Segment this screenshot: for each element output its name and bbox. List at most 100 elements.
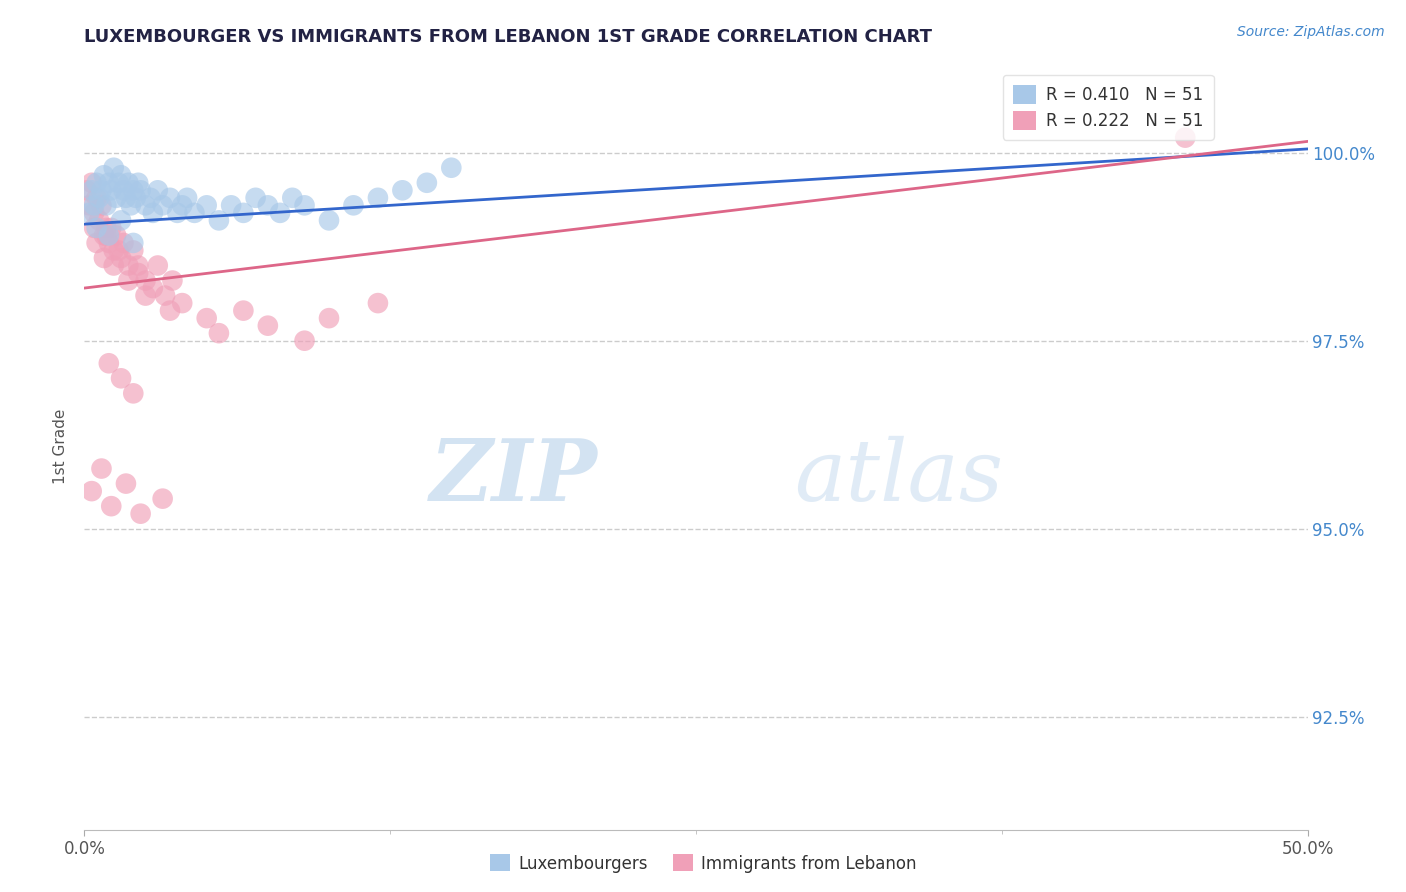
Point	[100, 220, 122, 235]
Point	[172, 198, 194, 212]
Point	[318, 213, 340, 227]
Text: atlas: atlas	[794, 435, 1002, 518]
Point	[269, 206, 291, 220]
Point	[172, 296, 194, 310]
Point	[122, 244, 145, 258]
Point	[318, 311, 340, 326]
Point	[257, 198, 280, 212]
Point	[117, 259, 139, 273]
Point	[166, 206, 188, 220]
Point	[93, 228, 115, 243]
Point	[86, 176, 108, 190]
Point	[86, 235, 108, 250]
Point	[83, 206, 105, 220]
Point	[90, 461, 112, 475]
Point	[232, 206, 254, 220]
Point	[135, 198, 157, 212]
Point	[294, 334, 316, 348]
Point	[87, 213, 110, 227]
Point	[80, 183, 103, 197]
Point	[146, 183, 169, 197]
Point	[112, 183, 135, 197]
Point	[129, 507, 152, 521]
Point	[146, 259, 169, 273]
Point	[96, 220, 118, 235]
Point	[176, 191, 198, 205]
Text: ZIP: ZIP	[430, 435, 598, 518]
Y-axis label: 1st Grade: 1st Grade	[53, 409, 69, 483]
Text: Source: ZipAtlas.com: Source: ZipAtlas.com	[1237, 25, 1385, 39]
Point	[159, 303, 181, 318]
Point	[440, 161, 463, 175]
Point	[87, 191, 110, 205]
Point	[77, 206, 100, 220]
Point	[83, 198, 105, 212]
Point	[90, 198, 112, 212]
Legend: Luxembourgers, Immigrants from Lebanon: Luxembourgers, Immigrants from Lebanon	[484, 847, 922, 880]
Point	[107, 244, 129, 258]
Point	[80, 176, 103, 190]
Point	[162, 274, 184, 288]
Point	[232, 303, 254, 318]
Point	[110, 371, 132, 385]
Point	[391, 183, 413, 197]
Point	[281, 191, 304, 205]
Point	[219, 198, 242, 212]
Point	[115, 476, 138, 491]
Point	[342, 198, 364, 212]
Point	[122, 386, 145, 401]
Point	[103, 244, 125, 258]
Point	[100, 499, 122, 513]
Point	[416, 176, 439, 190]
Text: LUXEMBOURGER VS IMMIGRANTS FROM LEBANON 1ST GRADE CORRELATION CHART: LUXEMBOURGER VS IMMIGRANTS FROM LEBANON …	[84, 28, 932, 45]
Point	[142, 206, 165, 220]
Point	[367, 191, 389, 205]
Point	[127, 266, 149, 280]
Point	[120, 198, 142, 212]
Point	[129, 183, 152, 197]
Point	[112, 235, 135, 250]
Point	[90, 183, 112, 197]
Point	[142, 281, 165, 295]
Point	[195, 311, 218, 326]
Point	[96, 198, 118, 212]
Point	[125, 191, 148, 205]
Point	[107, 176, 129, 190]
Point	[97, 235, 120, 250]
Point	[105, 191, 128, 205]
Point	[77, 198, 100, 212]
Point	[86, 191, 108, 205]
Point	[139, 191, 162, 205]
Point	[152, 491, 174, 506]
Point	[122, 235, 145, 250]
Point	[76, 183, 98, 197]
Point	[100, 183, 122, 197]
Point	[117, 274, 139, 288]
Point	[86, 220, 108, 235]
Point	[103, 259, 125, 273]
Point	[294, 198, 316, 212]
Point	[115, 191, 138, 205]
Point	[110, 251, 132, 265]
Point	[367, 296, 389, 310]
Legend: R = 0.410   N = 51, R = 0.222   N = 51: R = 0.410 N = 51, R = 0.222 N = 51	[1002, 75, 1213, 140]
Point	[257, 318, 280, 333]
Point	[117, 176, 139, 190]
Point	[96, 228, 118, 243]
Point	[1174, 130, 1197, 145]
Point	[105, 228, 128, 243]
Point	[127, 259, 149, 273]
Point	[122, 183, 145, 197]
Point	[93, 168, 115, 182]
Point	[80, 484, 103, 499]
Point	[135, 288, 157, 302]
Point	[103, 161, 125, 175]
Point	[93, 251, 115, 265]
Point	[152, 198, 174, 212]
Point	[195, 198, 218, 212]
Point	[97, 356, 120, 370]
Point	[245, 191, 267, 205]
Point	[208, 213, 231, 227]
Point	[83, 220, 105, 235]
Point	[135, 274, 157, 288]
